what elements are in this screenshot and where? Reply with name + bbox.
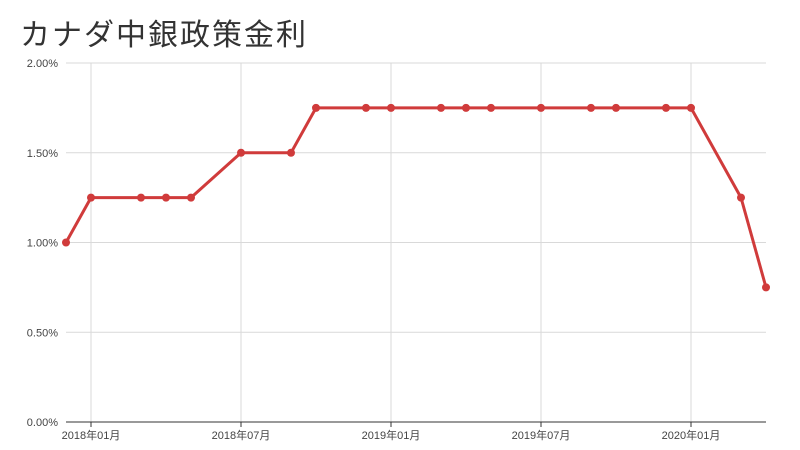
y-tick-label: 1.50% — [27, 148, 58, 160]
axes — [66, 421, 766, 427]
data-point — [537, 103, 545, 112]
data-point — [237, 148, 245, 157]
x-tick-label: 2018年07月 — [212, 428, 271, 442]
data-point — [162, 193, 170, 202]
data-point — [587, 103, 595, 112]
data-point — [462, 103, 470, 112]
data-point — [312, 103, 320, 112]
x-tick-label: 2019年01月 — [362, 428, 421, 442]
x-tick-label: 2020年01月 — [662, 428, 721, 442]
series — [62, 103, 770, 292]
data-point — [687, 103, 695, 112]
tick-labels: 0.00% 0.50% 1.00% 1.50% 2.00% 2018年01月 2018年07… — [27, 58, 721, 442]
y-tick-label: 2.00% — [27, 58, 58, 70]
data-point — [612, 103, 620, 112]
x-tick-label: 2019年07月 — [512, 428, 571, 442]
gridlines — [66, 62, 766, 422]
data-point — [287, 148, 295, 157]
data-point — [662, 103, 670, 112]
series-line — [64, 106, 768, 289]
data-point — [187, 193, 195, 202]
x-tick-label: 2018年01月 — [62, 428, 121, 442]
y-tick-label: 1.00% — [27, 238, 58, 250]
data-point — [87, 193, 95, 202]
data-point — [362, 103, 370, 112]
y-tick-label: 0.50% — [27, 327, 58, 339]
data-point — [487, 103, 495, 112]
data-point — [737, 193, 745, 202]
chart-title: カナダ中銀政策金利 — [20, 18, 308, 53]
data-point — [137, 193, 145, 202]
data-point — [762, 283, 770, 292]
data-point — [62, 238, 70, 247]
data-point — [437, 103, 445, 112]
y-tick-label: 0.00% — [27, 417, 58, 429]
data-point — [387, 103, 395, 112]
